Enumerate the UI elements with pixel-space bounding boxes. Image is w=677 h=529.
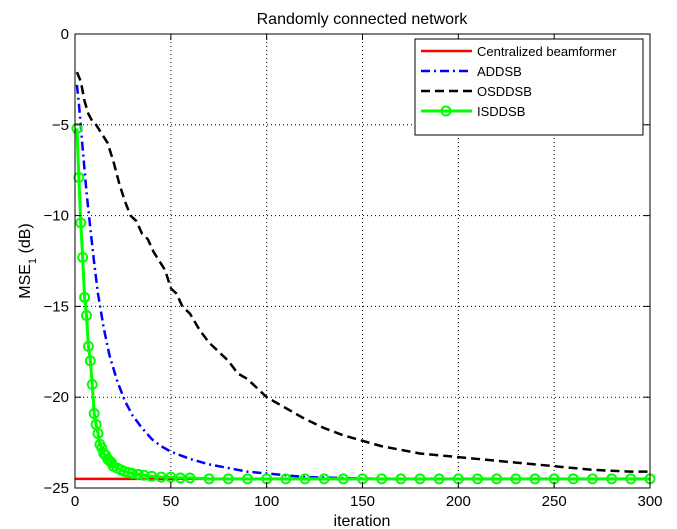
y-tick-label: −20 (44, 389, 69, 406)
series-line-isddsb (75, 128, 650, 481)
data-point (510, 473, 522, 485)
data-point (184, 472, 196, 484)
data-point (567, 473, 579, 485)
legend: Centralized beamformer ADDSB OSDDSB ISDDSB (414, 38, 644, 136)
x-tick-label: 300 (637, 493, 662, 510)
data-point (82, 340, 94, 352)
series-line-osddsb (75, 71, 650, 473)
y-tick-label: −15 (44, 298, 69, 315)
y-axis-label-main: MSE (17, 264, 34, 299)
data-point (86, 378, 98, 390)
data-point (529, 473, 541, 485)
x-tick-label: 100 (254, 493, 279, 510)
data-point (337, 473, 349, 485)
data-point (132, 468, 144, 480)
data-point (433, 473, 445, 485)
data-point (242, 473, 253, 485)
y-tick-label: −10 (44, 208, 69, 225)
data-point (127, 467, 138, 479)
x-tick-label: 50 (162, 493, 179, 510)
data-point (75, 217, 87, 229)
y-tick-label: −5 (52, 117, 69, 134)
data-point (84, 355, 96, 367)
legend-label: Centralized beamformer (477, 44, 617, 59)
data-point (587, 473, 598, 485)
legend-box (414, 38, 644, 136)
x-tick-label: 0 (71, 493, 79, 510)
x-tick-label: 250 (542, 493, 567, 510)
data-point (280, 473, 292, 485)
data-point (472, 473, 483, 485)
data-point (491, 473, 503, 485)
data-point (606, 473, 618, 485)
data-point (625, 473, 637, 485)
y-tick-label: 0 (61, 26, 69, 43)
x-axis-label: iteration (334, 513, 391, 529)
data-point (138, 469, 150, 481)
legend-label: ISDDSB (477, 104, 525, 119)
y-axis-label: MSE1 (dB) (17, 223, 39, 298)
data-point (81, 309, 92, 321)
legend-label: OSDDSB (477, 84, 532, 99)
data-point (92, 428, 104, 440)
data-point (77, 251, 89, 263)
series-line-addsb (75, 84, 650, 481)
legend-marker (440, 105, 452, 117)
chart-title: Randomly connected network (257, 11, 469, 28)
data-point (395, 473, 407, 485)
data-point (222, 473, 234, 485)
data-point (79, 291, 91, 303)
data-point (318, 473, 330, 485)
data-point (203, 473, 215, 485)
y-axis-label-unit: (dB) (17, 223, 34, 258)
y-tick-label: −25 (44, 480, 69, 497)
data-point (299, 473, 311, 485)
data-point (414, 473, 426, 485)
x-tick-label: 200 (446, 493, 471, 510)
data-point (73, 171, 85, 183)
ticks: 0 50 100 150 200 250 300 0 −5 −10 −15 −20 −25 (44, 26, 663, 510)
data-point (71, 122, 83, 134)
series-group (71, 71, 656, 485)
y-axis-label-subscript: 1 (27, 258, 39, 264)
x-tick-label: 150 (350, 493, 375, 510)
data-point (376, 473, 388, 485)
data-point (88, 408, 100, 420)
legend-label: ADDSB (477, 64, 522, 79)
